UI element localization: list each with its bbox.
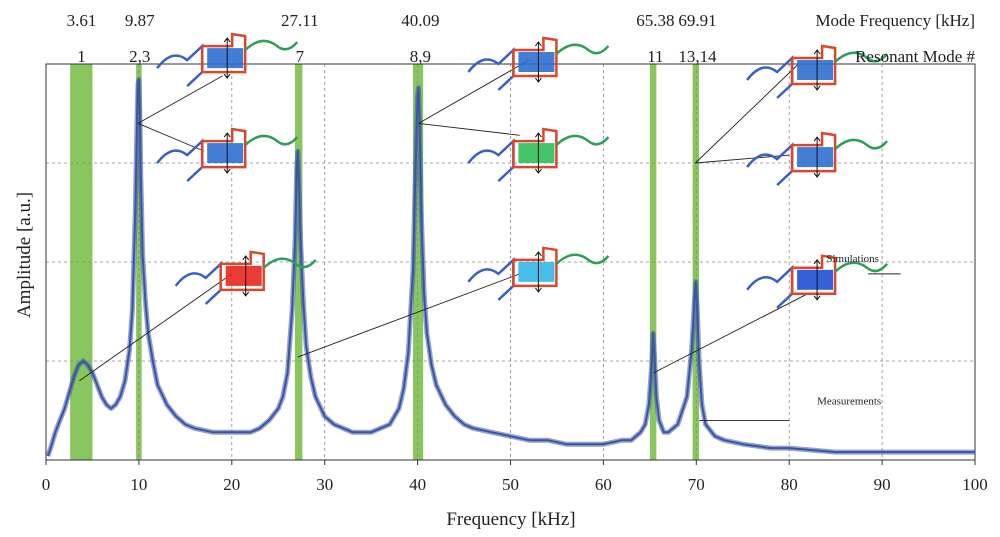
- mode-13-shape: [746, 44, 889, 99]
- inset-right-beam: [834, 261, 889, 273]
- inset-right-beam: [244, 39, 299, 52]
- inset-left-beam: [467, 138, 515, 183]
- inset-frame: [790, 44, 837, 86]
- leader-line: [79, 273, 233, 382]
- x-tick-label: 70: [688, 475, 705, 494]
- inset-left-beam: [746, 55, 794, 99]
- inset-frame: [790, 131, 837, 173]
- inset-right-beam: [262, 257, 317, 269]
- inset-arrow: [813, 136, 821, 178]
- inset-right-beam: [555, 134, 610, 147]
- inset-plate: [797, 269, 834, 290]
- leader-line: [418, 122, 520, 136]
- mode-number-label: 8,9: [410, 47, 431, 66]
- y-axis-title: Amplitude [a.u.]: [14, 192, 35, 318]
- mode-frequency-label: 27.11: [281, 11, 319, 30]
- mode-frequency-label: 40.09: [401, 11, 439, 30]
- mode-number-row-title: Resonant Mode #: [855, 47, 975, 66]
- annotation-measurements: Measurements: [817, 396, 881, 408]
- x-tick-label: 90: [874, 475, 891, 494]
- mode-9-shape: [467, 127, 610, 183]
- series-line-measurements: [46, 78, 975, 457]
- inset-plate: [797, 60, 834, 80]
- mode-frequency-label: 9.87: [125, 11, 155, 30]
- inset-left-beam: [746, 264, 794, 309]
- x-tick-label: 80: [781, 475, 798, 494]
- inset-left-beam: [467, 257, 515, 301]
- mode-2-shape: [156, 32, 299, 88]
- x-tick-label: 30: [316, 475, 333, 494]
- mode-number-label: 2,3: [129, 47, 150, 66]
- inset-arrow: [813, 49, 821, 91]
- mode-frequency-row-title: Mode Frequency [kHz]: [815, 11, 975, 30]
- inset-arrow: [223, 37, 231, 79]
- inset-right-beam: [834, 138, 889, 151]
- inset-frame: [512, 127, 558, 169]
- inset-plate: [518, 52, 555, 72]
- mode-shape-layer: [156, 32, 889, 309]
- mode-number-label: 11: [647, 47, 663, 66]
- inset-frame: [219, 250, 265, 292]
- inset-right-beam: [555, 43, 610, 55]
- inset-right-beam: [555, 253, 610, 265]
- leader-line: [137, 122, 205, 152]
- inset-left-beam: [156, 138, 204, 183]
- x-axis-title: Frequency [kHz]: [446, 509, 575, 530]
- inset-frame: [790, 254, 837, 296]
- inset-right-beam: [244, 134, 299, 147]
- inset-plate: [225, 265, 262, 286]
- mode-number-label: 1: [77, 47, 86, 66]
- leader-line: [695, 63, 799, 164]
- inset-plate: [797, 147, 834, 168]
- leader-line: [297, 273, 520, 358]
- x-axis: 0 10 20 30 40 50 60 70 80 90 100: [42, 460, 988, 494]
- inset-frame: [512, 246, 558, 288]
- mode-number-label: 13,14: [678, 47, 717, 66]
- x-tick-label: 50: [502, 475, 519, 494]
- mode-1-shape: [174, 250, 317, 305]
- inset-frame: [512, 36, 558, 78]
- series-layer: [45, 77, 975, 457]
- inset-right-beam: [834, 51, 889, 63]
- mode-frequency-label: 65.38: [636, 11, 674, 30]
- leader-line: [137, 75, 223, 124]
- inset-left-beam: [156, 43, 204, 88]
- inset-plate: [207, 48, 244, 69]
- inset-arrow: [535, 41, 542, 83]
- mode-8-shape: [467, 36, 610, 91]
- mode-3-shape: [156, 127, 299, 183]
- inset-arrow: [535, 132, 542, 174]
- inset-plate: [207, 143, 244, 164]
- x-tick-label: 100: [962, 475, 988, 494]
- inset-frame: [200, 32, 247, 74]
- inset-arrow: [242, 255, 250, 297]
- mode-number-label: 7: [296, 47, 305, 66]
- mode-frequency-label: 69.91: [678, 11, 716, 30]
- mode-14-shape: [746, 131, 889, 187]
- leader-line: [653, 293, 808, 374]
- x-tick-label: 40: [409, 475, 426, 494]
- x-tick-label: 60: [595, 475, 612, 494]
- inset-frame: [200, 127, 247, 169]
- inset-left-beam: [467, 47, 515, 91]
- inset-arrow: [535, 251, 542, 293]
- mode-frequency-label: 3.61: [67, 11, 97, 30]
- leader-line-layer: [79, 59, 901, 421]
- mode-7-shape: [467, 246, 610, 301]
- leader-line: [418, 59, 530, 124]
- annotation-layer: Simulations Measurements: [817, 253, 881, 408]
- inset-arrow: [223, 132, 231, 174]
- inset-left-beam: [746, 142, 794, 187]
- x-tick-label: 20: [223, 475, 240, 494]
- inset-plate: [518, 143, 555, 164]
- inset-arrow: [813, 258, 821, 301]
- annotation-simulations: Simulations: [826, 253, 879, 265]
- mode-header: 3.61 9.87 27.11 40.09 65.38 69.91 Mode Frequen…: [67, 11, 976, 66]
- inset-left-beam: [174, 261, 222, 305]
- inset-plate: [518, 261, 555, 282]
- x-tick-label: 10: [130, 475, 147, 494]
- mode-11-shape: [746, 254, 889, 309]
- x-tick-label: 0: [42, 475, 51, 494]
